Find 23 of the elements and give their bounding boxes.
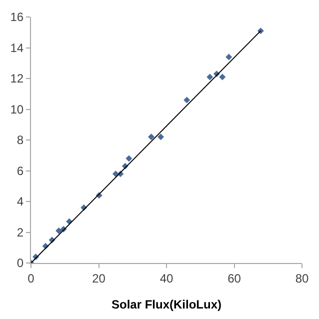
point (157, 134, 164, 140)
y-tick-label: 4 (16, 194, 24, 209)
y-tick-label: 10 (10, 102, 24, 116)
point (56, 227, 62, 234)
x-tick-label: 60 (228, 271, 242, 286)
x-tick-label: 20 (92, 271, 106, 286)
point (126, 155, 132, 162)
x-axis-title: Solar Flux(KiloLux) (111, 297, 222, 312)
y-tick-label: 12 (10, 72, 24, 86)
point (184, 96, 190, 104)
x-tick-label: 0 (28, 271, 35, 286)
y-tick-label: 2 (16, 225, 24, 240)
y-tick-label: 16 (10, 10, 24, 24)
y-tick-label: 0 (16, 256, 24, 270)
y-tick-label: 6 (16, 164, 24, 178)
point (219, 74, 226, 80)
y-tick-label: 8 (16, 133, 24, 148)
x-tick-label: 80 (295, 271, 309, 286)
y-tick-label: 14 (10, 40, 24, 55)
x-tick-label: 40 (160, 271, 174, 286)
point (206, 74, 214, 80)
point (226, 54, 232, 60)
point (148, 134, 155, 140)
